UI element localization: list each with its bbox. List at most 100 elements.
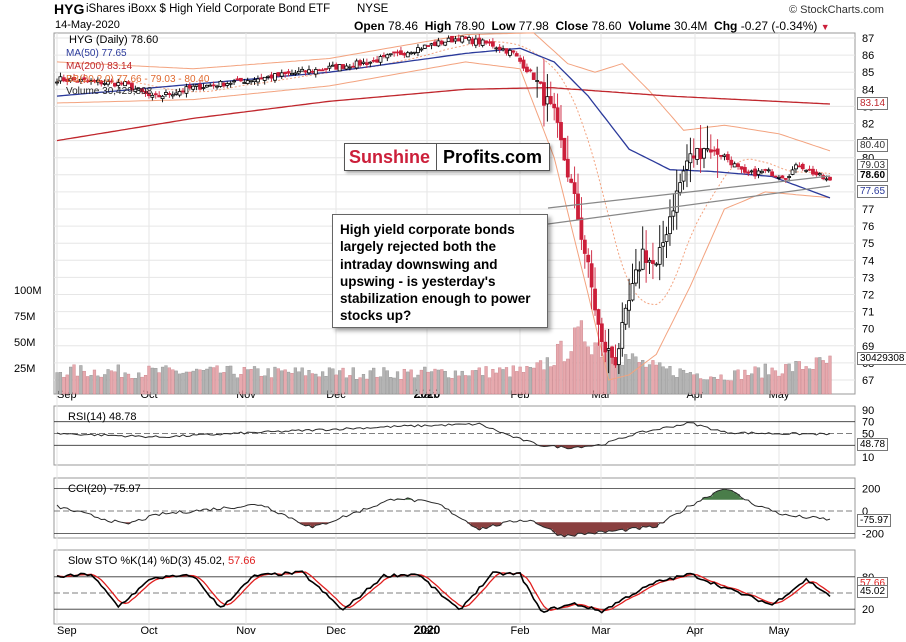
volume-bar	[406, 371, 410, 395]
volume-tick: 100M	[14, 285, 42, 297]
candle-body	[426, 45, 431, 47]
xaxis-bottom-label: Jan	[418, 625, 436, 637]
rsi-line	[56, 421, 831, 450]
volume-bar	[375, 376, 379, 395]
volume-label: Volume	[628, 19, 671, 33]
legend-ma50: MA(50) 77.65	[66, 48, 127, 59]
candle-body	[276, 72, 281, 77]
candle-body	[480, 39, 485, 46]
volume-bar	[542, 369, 546, 395]
volume-bar	[583, 341, 587, 395]
volume-bar	[470, 370, 475, 395]
cci-badge: -75.97	[857, 514, 892, 527]
volume-bar	[116, 364, 120, 395]
candle-body	[75, 80, 80, 83]
volume-bar	[627, 359, 631, 395]
volume-bar	[760, 377, 764, 395]
volume-bar	[780, 373, 784, 395]
cci-tick: 0	[862, 506, 868, 518]
volume-bar	[416, 374, 420, 395]
volume-bar	[113, 371, 117, 395]
candle-body	[657, 247, 662, 265]
volume-bar	[269, 377, 274, 395]
bb-mid-line	[56, 41, 831, 306]
sto-d-line	[56, 571, 831, 612]
candle-body	[681, 170, 686, 182]
price-tick: 85	[862, 67, 874, 79]
candle-body	[204, 84, 209, 88]
candle-body	[630, 283, 635, 301]
volume-bar	[402, 368, 406, 395]
candle-body	[273, 73, 277, 81]
volume-bar	[661, 366, 665, 395]
candle-body	[65, 78, 70, 82]
ohlc-row: Open 78.46 High 78.90 Low 77.98 Close 78…	[354, 19, 830, 33]
candle-body	[211, 84, 216, 87]
candle-body	[382, 55, 386, 57]
symbol: HYG	[54, 1, 85, 17]
candle-body	[497, 46, 502, 50]
candle-body	[170, 94, 175, 97]
candle-body	[559, 122, 563, 141]
exchange: NYSE	[357, 3, 389, 15]
candle-body	[644, 250, 649, 263]
bb-upper-badge: 80.40	[857, 139, 889, 152]
candle-body	[123, 81, 128, 87]
candle-body	[92, 80, 97, 82]
candle-body	[456, 38, 461, 42]
volume-bar	[552, 365, 556, 395]
volume-bar	[212, 367, 216, 395]
candle-body	[521, 59, 526, 69]
price-tick: 72	[862, 290, 874, 302]
volume-bar	[109, 370, 114, 395]
low-label: Low	[491, 19, 516, 33]
volume-bar	[266, 368, 270, 395]
candle-body	[817, 173, 822, 176]
candle-body	[181, 90, 185, 93]
volume-bar	[307, 370, 311, 395]
candle-body	[375, 59, 379, 63]
volume-bar	[327, 367, 332, 395]
volume-bar	[426, 371, 430, 395]
volume-bar	[801, 369, 805, 395]
low-value: 77.98	[518, 19, 549, 33]
candle-body	[354, 60, 359, 69]
watermark-profits: Profits.com	[443, 146, 543, 167]
candle-body	[702, 148, 706, 159]
candle-body	[198, 83, 202, 90]
volume-bar	[535, 362, 539, 395]
volume-bar	[637, 362, 641, 395]
candle-body	[371, 59, 376, 62]
candle-body	[78, 78, 83, 82]
sto-tick: 20	[862, 604, 874, 616]
volume-bar	[624, 354, 628, 395]
volume-bar	[62, 376, 66, 395]
candle-body	[358, 60, 362, 66]
volume-bar	[171, 369, 175, 395]
volume-bar	[65, 374, 69, 395]
candle-body	[116, 82, 121, 86]
candle-body	[252, 79, 257, 83]
volume-bar	[89, 375, 93, 395]
volume-bar	[750, 373, 754, 395]
volume-bar	[412, 377, 417, 395]
candle-body	[678, 182, 683, 193]
candle-body	[208, 84, 213, 87]
volume-bar	[385, 370, 389, 395]
candle-body	[783, 178, 788, 180]
candle-body	[777, 176, 781, 179]
volume-bar	[205, 368, 209, 395]
candle-body	[548, 96, 553, 105]
volume-value: 30.4M	[674, 19, 708, 33]
candle-body	[473, 38, 478, 46]
candle-body	[439, 40, 444, 45]
candle-body	[446, 37, 451, 43]
volume-bar	[242, 367, 246, 395]
volume-bar	[293, 367, 297, 395]
rsi-tick: 50	[862, 429, 874, 441]
trendline	[547, 175, 831, 209]
volume-bar	[239, 374, 243, 395]
trendline-lower	[547, 185, 831, 225]
candle-body	[262, 76, 267, 81]
volume-bar	[688, 372, 692, 395]
